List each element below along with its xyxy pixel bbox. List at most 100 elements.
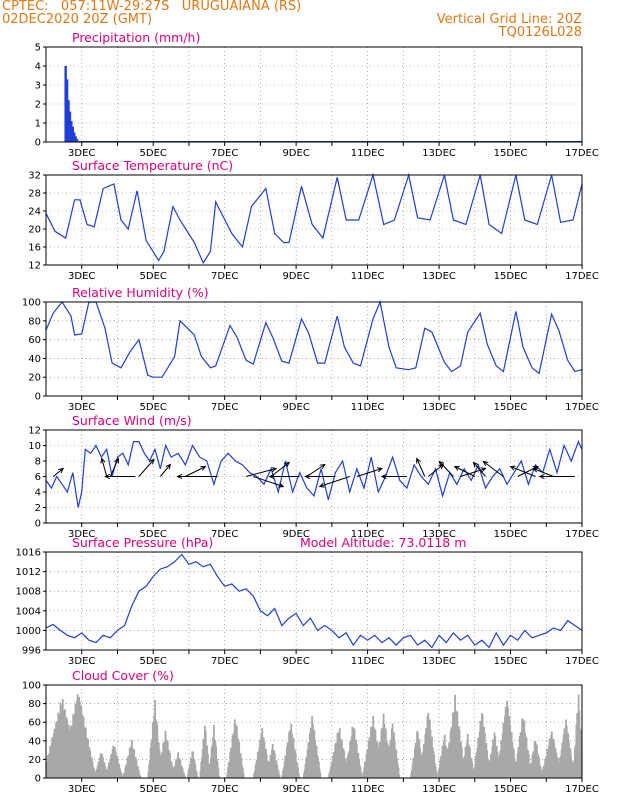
x-tick-label: 11DEC (351, 271, 385, 282)
wind-arrow (245, 468, 277, 477)
wind-arrow (510, 466, 536, 477)
x-tick-label: 3DEC (68, 271, 95, 282)
cloud-bar (297, 767, 299, 778)
wind-arrow-head (482, 460, 489, 467)
panel-title: Relative Humidity (%) (72, 285, 209, 300)
x-tick-label: 3DEC (68, 148, 95, 159)
series-line (45, 299, 583, 378)
wind-arrow-head (278, 482, 285, 488)
cloud-bar (398, 774, 401, 778)
panel-5: Surface Pressure (hPa) Model Altitude: 73… (16, 535, 599, 667)
wind-arrow-head (149, 458, 155, 465)
wind-arrow-head (438, 460, 445, 467)
y-tick-label: 20 (28, 225, 41, 236)
x-tick-label: 5DEC (140, 656, 167, 667)
cloud-bar (218, 776, 220, 778)
y-tick-label: 100 (22, 298, 41, 309)
x-tick-label: 15DEC (494, 529, 528, 540)
cloud-bar (183, 776, 186, 778)
x-tick-label: 5DEC (140, 784, 167, 795)
y-tick-label: 12 (28, 426, 41, 437)
wind-arrow (101, 458, 108, 477)
cloud-bar (297, 773, 300, 778)
wind-arrow-head (319, 463, 326, 470)
wind-arrow (138, 459, 155, 477)
wind-arrow (460, 468, 486, 477)
x-tick-label: 9DEC (282, 148, 309, 159)
wind-arrow-head (416, 457, 421, 464)
x-tick-label: 17DEC (565, 402, 599, 413)
x-tick-label: 11DEC (351, 148, 385, 159)
y-tick-label: 8 (35, 457, 41, 468)
x-tick-label: 5DEC (140, 148, 167, 159)
x-tick-label: 9DEC (282, 784, 309, 795)
wind-arrow-head (200, 465, 207, 471)
x-tick-label: 9DEC (282, 529, 309, 540)
x-tick-label: 7DEC (211, 656, 238, 667)
x-tick-label: 15DEC (494, 784, 528, 795)
y-tick-label: 5 (35, 43, 41, 54)
wind-arrow-head (304, 473, 311, 480)
panel-frame (45, 684, 583, 779)
wind-arrow-head (271, 467, 278, 473)
x-tick-label: 5DEC (140, 529, 167, 540)
y-tick-label: 4 (35, 488, 41, 499)
panel-frame (45, 429, 583, 524)
x-tick-label: 9DEC (282, 402, 309, 413)
panel-frame (45, 301, 583, 397)
x-tick-label: 5DEC (140, 402, 167, 413)
precip-bar (64, 66, 67, 142)
x-tick-label: 15DEC (494, 656, 528, 667)
y-tick-label: 60 (28, 718, 41, 729)
wind-arrow (253, 476, 284, 487)
y-tick-label: 40 (28, 736, 41, 747)
wind-arrow-head (100, 457, 106, 464)
header-gridline-note: Vertical Grid Line: 20Z (436, 12, 582, 27)
y-tick-label: 0 (35, 392, 41, 403)
y-tick-label: 0 (35, 138, 41, 149)
wind-arrow (454, 466, 476, 477)
wind-arrow (416, 458, 426, 477)
wind-arrow-head (509, 465, 516, 471)
x-tick-label: 5DEC (140, 271, 167, 282)
y-tick-label: 1000 (16, 626, 41, 637)
y-tick-label: 1008 (16, 587, 41, 598)
precip-bar (75, 139, 79, 142)
y-tick-label: 60 (28, 335, 41, 346)
cloud-bar (195, 771, 198, 778)
x-tick-label: 9DEC (282, 271, 309, 282)
x-tick-label: 3DEC (68, 656, 95, 667)
x-tick-label: 3DEC (68, 402, 95, 413)
x-tick-label: 17DEC (565, 784, 599, 795)
y-tick-label: 28 (28, 189, 41, 200)
header-run-id: TQ0126L028 (498, 25, 582, 40)
wind-arrow-head (318, 482, 325, 488)
x-tick-label: 13DEC (422, 784, 456, 795)
cloud-bar (120, 773, 123, 778)
y-tick-label: 2 (35, 503, 41, 514)
x-tick-label: 15DEC (494, 148, 528, 159)
cloud-bar (435, 771, 438, 778)
wind-arrow (109, 458, 119, 477)
wind-arrow-head (165, 463, 172, 470)
wind-arrow-head (58, 467, 65, 474)
x-tick-label: 9DEC (282, 656, 309, 667)
cloud-bar (183, 773, 185, 778)
x-tick-label: 15DEC (494, 402, 528, 413)
cloud-bar (217, 768, 220, 778)
precip-bar (73, 132, 76, 142)
cloud-bar (360, 772, 363, 778)
wind-arrow-head (376, 467, 383, 473)
x-tick-label: 7DEC (211, 784, 238, 795)
wind-arrow-head (453, 465, 460, 471)
wind-arrow-head (472, 461, 479, 468)
cloud-bar (196, 776, 199, 778)
cloud-bar (397, 767, 400, 778)
y-tick-label: 12 (28, 261, 41, 272)
precip-bar (71, 126, 74, 142)
precip-bar (70, 121, 73, 142)
y-tick-label: 40 (28, 354, 41, 365)
y-tick-label: 3 (35, 81, 41, 92)
wind-arrow (159, 464, 171, 477)
